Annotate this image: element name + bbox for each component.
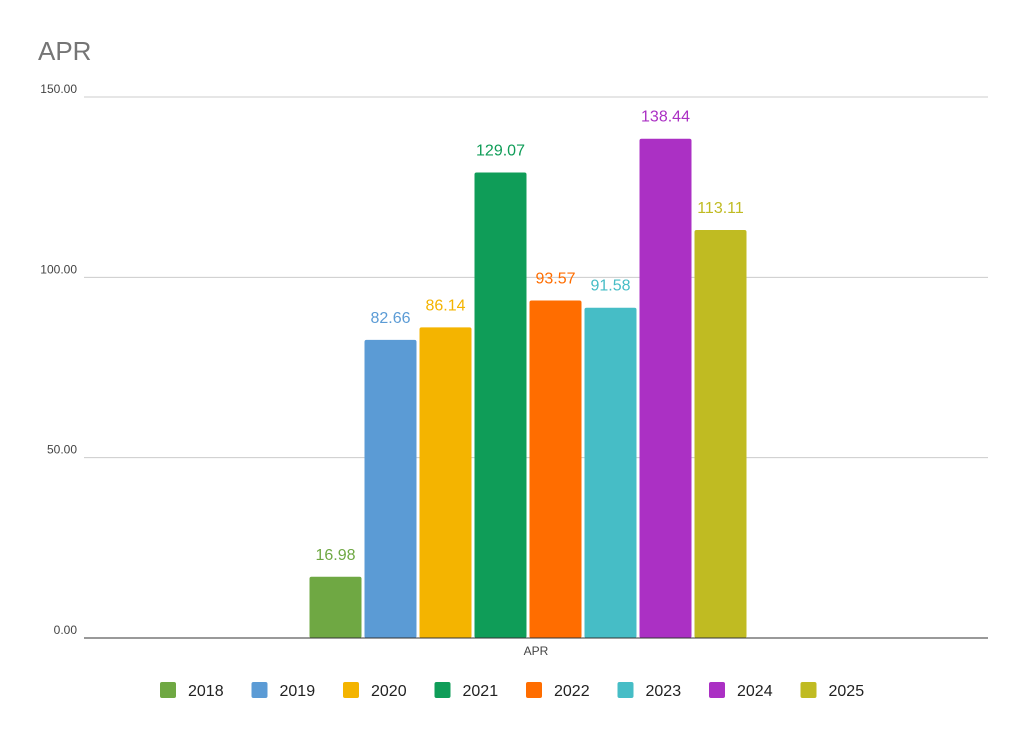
- data-label-2023: 91.58: [590, 278, 630, 295]
- bar-2018[interactable]: [309, 576, 362, 638]
- legend-swatch: [343, 682, 359, 698]
- legend-swatch: [800, 682, 817, 698]
- legend-label: 2020: [371, 683, 407, 700]
- legend-item-2022[interactable]: 2022: [526, 682, 590, 700]
- legend-item-2025[interactable]: 2025: [800, 682, 865, 700]
- data-label-2021: 129.07: [476, 142, 525, 159]
- legend-swatch: [160, 682, 176, 698]
- legend-label: 2022: [554, 683, 590, 700]
- data-label-2018: 16.98: [315, 547, 355, 564]
- data-label-2024: 138.44: [641, 109, 690, 126]
- bars: [309, 138, 747, 639]
- legend-swatch: [617, 682, 634, 698]
- legend-label: 2018: [188, 683, 224, 700]
- data-label-2019: 82.66: [370, 310, 410, 327]
- data-label-2020: 86.14: [425, 297, 465, 314]
- bar-2021[interactable]: [474, 172, 527, 638]
- legend-swatch: [526, 682, 542, 698]
- legend-item-2024[interactable]: 2024: [709, 682, 773, 700]
- legend-label: 2019: [280, 683, 316, 700]
- data-label-2022: 93.57: [535, 271, 575, 288]
- data-labels: 16.98 82.66 86.14 129.07 93.57 91.58 138.44 113…: [315, 109, 743, 564]
- legend-label: 2025: [829, 683, 865, 700]
- bar-2020[interactable]: [419, 327, 472, 638]
- legend-swatch: [251, 682, 268, 698]
- legend-label: 2023: [646, 683, 682, 700]
- y-tick-label: 0.00: [54, 623, 78, 637]
- bar-2025[interactable]: [694, 230, 747, 638]
- y-tick-label: 100.00: [40, 262, 77, 276]
- legend-label: 2024: [737, 683, 773, 700]
- bar-2023[interactable]: [584, 307, 637, 638]
- category-label: APR: [524, 644, 549, 658]
- chart-title: APR: [38, 36, 91, 66]
- bar-2019[interactable]: [364, 339, 417, 638]
- legend-swatch: [709, 682, 725, 698]
- legend-item-2019[interactable]: 2019: [251, 682, 316, 700]
- legend-item-2020[interactable]: 2020: [343, 682, 407, 700]
- y-tick-label: 50.00: [47, 443, 77, 457]
- bar-2024[interactable]: [639, 138, 692, 639]
- legend-item-2021[interactable]: 2021: [434, 682, 499, 700]
- legend-item-2018[interactable]: 2018: [160, 682, 224, 700]
- y-tick-label: 150.00: [40, 82, 77, 96]
- bar-2022[interactable]: [529, 300, 582, 638]
- legend-item-2023[interactable]: 2023: [617, 682, 682, 700]
- data-label-2025: 113.11: [697, 200, 744, 217]
- legend-label: 2021: [463, 683, 499, 700]
- legend[interactable]: 2018 2019 2020 2021 2022 2023 2024 2025: [160, 682, 864, 700]
- legend-swatch: [434, 682, 451, 698]
